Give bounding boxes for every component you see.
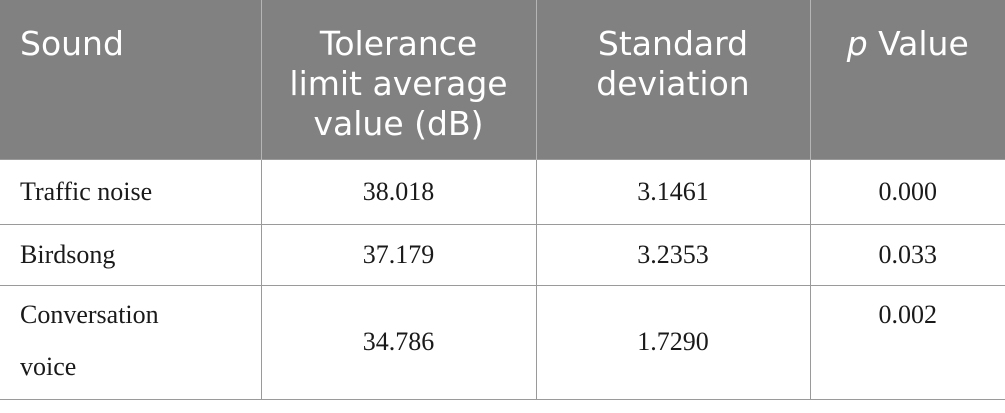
header-tolerance-line3: value (dB) — [313, 104, 484, 143]
cell-standard-deviation: 3.2353 — [535, 223, 811, 286]
table-header: Sound Tolerance limit average value (dB)… — [0, 0, 1005, 159]
data-table: Sound Tolerance limit average value (dB)… — [0, 0, 1005, 400]
cell-standard-deviation: 1.7290 — [535, 284, 811, 400]
header-standard-deviation: Standard deviation — [535, 0, 811, 159]
cell-p-value: 0.000 — [809, 158, 1005, 225]
header-p-rest: Value — [867, 24, 969, 63]
cell-tolerance: 38.018 — [260, 158, 537, 225]
header-p-italic: p — [846, 24, 868, 63]
header-sd-line2: deviation — [596, 64, 750, 103]
cell-sound: Traffic noise — [0, 158, 262, 225]
table-row: Traffic noise 38.018 3.1461 0.000 — [0, 158, 1005, 225]
header-sd-line1: Standard — [597, 24, 749, 63]
cell-p-value: 0.002 — [809, 284, 1005, 400]
cell-sound-line1: Conversation — [20, 299, 159, 329]
header-sound: Sound — [0, 0, 262, 159]
table-row: Birdsong 37.179 3.2353 0.033 — [0, 223, 1005, 286]
table-body: Traffic noise 38.018 3.1461 0.000 Birdso… — [0, 158, 1005, 400]
header-tolerance: Tolerance limit average value (dB) — [260, 0, 537, 159]
header-sound-text: Sound — [20, 24, 124, 63]
cell-standard-deviation: 3.1461 — [535, 158, 811, 225]
cell-tolerance: 37.179 — [260, 223, 537, 286]
header-row: Sound Tolerance limit average value (dB)… — [0, 0, 1005, 159]
cell-sound-line2: voice — [20, 351, 77, 381]
header-tolerance-line1: Tolerance — [319, 24, 478, 63]
cell-sound: Birdsong — [0, 223, 262, 286]
table-row: Conversation voice 34.786 1.7290 0.002 — [0, 284, 1005, 400]
cell-sound: Conversation voice — [0, 284, 262, 400]
cell-p-value: 0.033 — [809, 223, 1005, 286]
cell-tolerance: 34.786 — [260, 284, 537, 400]
header-tolerance-line2: limit average — [289, 64, 508, 103]
header-p-value: p Value — [809, 0, 1005, 159]
